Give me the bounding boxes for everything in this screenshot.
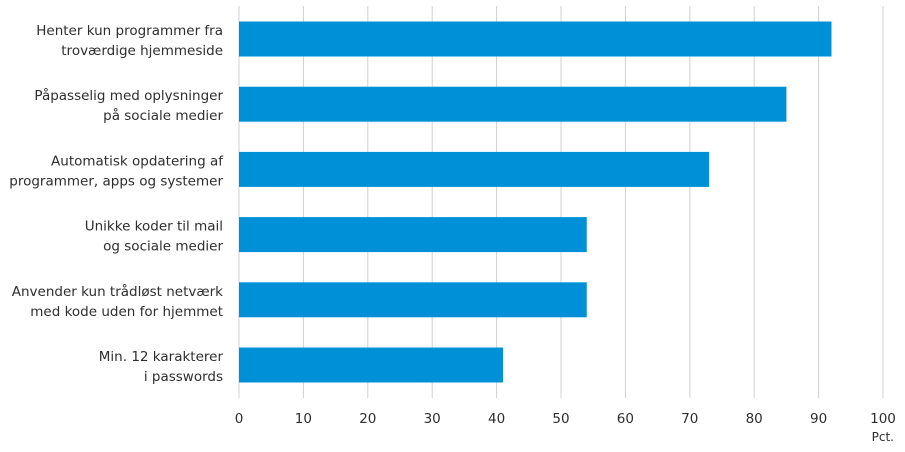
- x-tick-label: 40: [488, 411, 505, 427]
- bar: [239, 282, 587, 318]
- category-label-line: Unikke koder til mail: [85, 219, 223, 235]
- category-label: Unikke koder til mail og sociale medier: [85, 219, 224, 255]
- x-tick-label: 30: [424, 411, 441, 427]
- x-tick-label: 60: [617, 411, 634, 427]
- category-label-line: i passwords: [144, 369, 223, 385]
- bars: [239, 21, 832, 383]
- category-label-line: på sociale medier: [103, 107, 223, 124]
- category-label-line: programmer, apps og systemer: [9, 173, 223, 189]
- category-label-line: Påpasselig med oplysninger: [34, 87, 223, 104]
- x-tick-label: 80: [746, 411, 763, 427]
- category-label-line: troværdige hjemmeside: [61, 43, 223, 59]
- bar: [239, 217, 587, 253]
- bar: [239, 151, 710, 187]
- category-label: Påpasselig med oplysninger på sociale med…: [34, 87, 223, 124]
- x-tick-label: 50: [552, 411, 569, 427]
- category-label: Anvender kun trådløst netværk med kode ud…: [12, 283, 223, 320]
- bar: [239, 21, 832, 57]
- category-label-line: Anvender kun trådløst netværk: [12, 283, 223, 300]
- category-label: Automatisk opdatering af programmer, apps…: [9, 153, 224, 189]
- category-label-line: og sociale medier: [103, 239, 223, 255]
- category-label-line: med kode uden for hjemmet: [30, 304, 223, 320]
- gridlines: [238, 6, 884, 398]
- category-label-line: Min. 12 karakterer: [99, 349, 224, 365]
- category-labels: Henter kun programmer fra troværdige hjem…: [9, 23, 224, 385]
- x-tick-label: 10: [295, 411, 312, 427]
- x-tick-label: 20: [359, 411, 376, 427]
- category-label-line: Henter kun programmer fra: [36, 23, 223, 39]
- x-tick-label: 70: [681, 411, 698, 427]
- x-axis-unit-label: Pct.: [872, 430, 894, 444]
- category-label: Min. 12 karakterer i passwords: [99, 349, 224, 385]
- bar: [239, 347, 504, 383]
- x-tick-label: 100: [870, 411, 896, 427]
- x-axis-ticks: 0 10 20 30 40 50 60 70 80 90 100: [235, 411, 896, 427]
- bar: [239, 86, 787, 122]
- category-label: Henter kun programmer fra troværdige hjem…: [36, 23, 223, 59]
- x-tick-label: 0: [235, 411, 244, 427]
- x-tick-label: 90: [810, 411, 827, 427]
- category-label-line: Automatisk opdatering af: [51, 153, 224, 169]
